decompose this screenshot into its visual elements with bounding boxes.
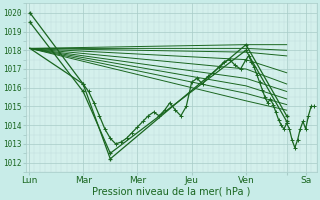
X-axis label: Pression niveau de la mer( hPa ): Pression niveau de la mer( hPa ): [92, 187, 251, 197]
